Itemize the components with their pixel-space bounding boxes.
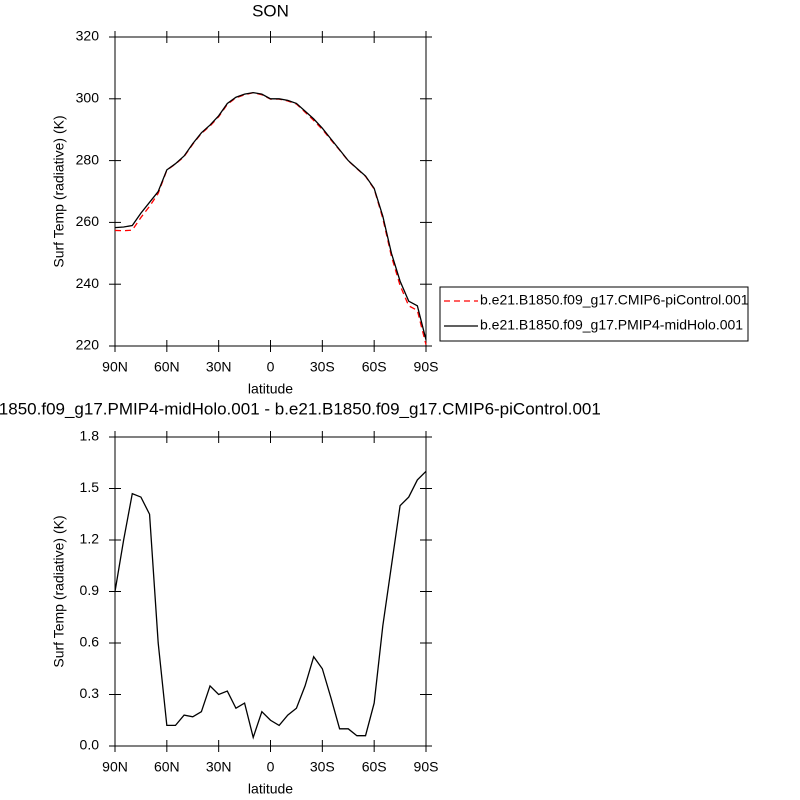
y-axis-label: Surf Temp (radiative) (K) [51,515,67,667]
x-tick-label: 0 [267,359,275,375]
legend-box [439,286,749,342]
x-tick-label: 90S [414,759,439,775]
y-tick-label: 0.9 [80,582,100,598]
x-axis-label: latitude [248,381,293,397]
y-tick-label: 240 [76,275,100,291]
y-tick-label: 0.0 [80,737,100,753]
x-tick-label: 30N [206,359,232,375]
x-tick-label: 30S [310,359,335,375]
x-tick-label: 30S [310,759,335,775]
data-line [114,91,427,340]
y-tick-label: 0.3 [80,685,100,701]
chart-title: SON [252,1,289,20]
x-tick-label: 60N [154,359,180,375]
legend-label: b.e21.B1850.f09_g17.PMIP4-midHolo.001 [480,317,743,333]
plot-frame [114,36,427,347]
y-tick-label: 320 [76,28,100,44]
x-tick-label: 90N [102,759,128,775]
data-line [114,470,427,740]
x-tick-label: 60N [154,759,180,775]
data-line [114,91,427,345]
y-axis-label: Surf Temp (radiative) (K) [51,115,67,267]
y-tick-label: 1.5 [80,479,100,495]
y-tick-label: 280 [76,151,100,167]
x-tick-label: 0 [267,759,275,775]
x-tick-label: 60S [362,759,387,775]
x-tick-label: 60S [362,359,387,375]
plot-frame [114,436,427,747]
x-tick-label: 90N [102,359,128,375]
y-tick-label: 0.6 [80,634,100,650]
x-tick-label: 30N [206,759,232,775]
legend-label: b.e21.B1850.f09_g17.CMIP6-piControl.001 [480,292,749,308]
y-tick-label: 300 [76,90,100,106]
y-tick-label: 220 [76,337,100,353]
y-tick-label: 1.2 [80,531,100,547]
y-tick-label: 1.8 [80,428,100,444]
y-tick-label: 260 [76,213,100,229]
chart-title: b.e21.B1850.f09_g17.PMIP4-midHolo.001 - … [0,399,601,418]
x-axis-label: latitude [248,781,293,797]
x-tick-label: 90S [414,359,439,375]
